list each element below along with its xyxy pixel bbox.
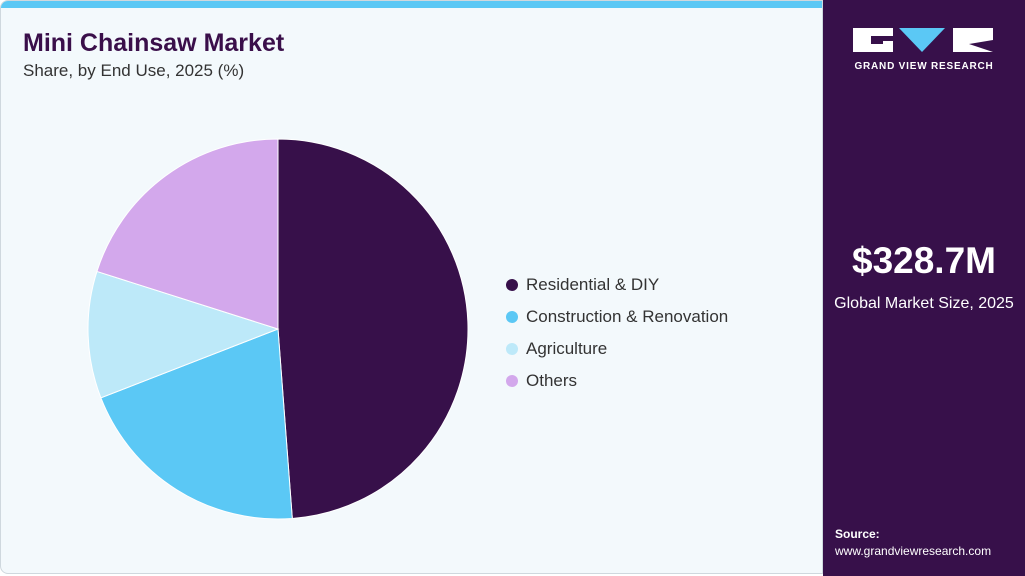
legend-item: Residential & DIY <box>506 269 728 301</box>
chart-panel: Mini Chainsaw Market Share, by End Use, … <box>0 0 823 574</box>
legend-item: Agriculture <box>506 333 728 365</box>
market-size-label: Global Market Size, 2025 <box>834 295 1014 312</box>
legend-item: Construction & Renovation <box>506 301 728 333</box>
logo-text: GRAND VIEW RESEARCH <box>854 61 994 72</box>
source-label: Source: <box>835 527 880 541</box>
legend-item: Others <box>506 365 728 397</box>
legend-label: Construction & Renovation <box>526 307 729 326</box>
market-size-value: $328.7M <box>852 240 996 281</box>
legend-label: Agriculture <box>526 339 608 358</box>
pie-slice-residential-diy <box>277 138 469 519</box>
chart-subtitle: Share, by End Use, 2025 (%) <box>23 61 245 80</box>
legend-label: Others <box>526 371 578 390</box>
pie-chart <box>87 138 469 520</box>
pie-slice-construction-renovation <box>100 328 293 520</box>
chart-title: Mini Chainsaw Market <box>23 29 285 57</box>
accent-bar <box>1 1 822 8</box>
legend-swatch <box>506 311 518 323</box>
legend-swatch <box>506 343 518 355</box>
legend-swatch <box>506 375 518 387</box>
source-url[interactable]: www.grandviewresearch.com <box>835 544 992 558</box>
pie-slice-others <box>96 138 279 330</box>
legend-swatch <box>506 279 518 291</box>
pie-slice-agriculture <box>87 270 280 399</box>
grand-view-research-logo <box>853 28 993 52</box>
legend-label: Residential & DIY <box>526 275 660 294</box>
legend: Residential & DIY Construction & Renovati… <box>506 269 728 397</box>
source: Source: www.grandviewresearch.com <box>835 526 991 560</box>
sidebar: GRAND VIEW RESEARCH $328.7M Global Marke… <box>823 0 1025 576</box>
